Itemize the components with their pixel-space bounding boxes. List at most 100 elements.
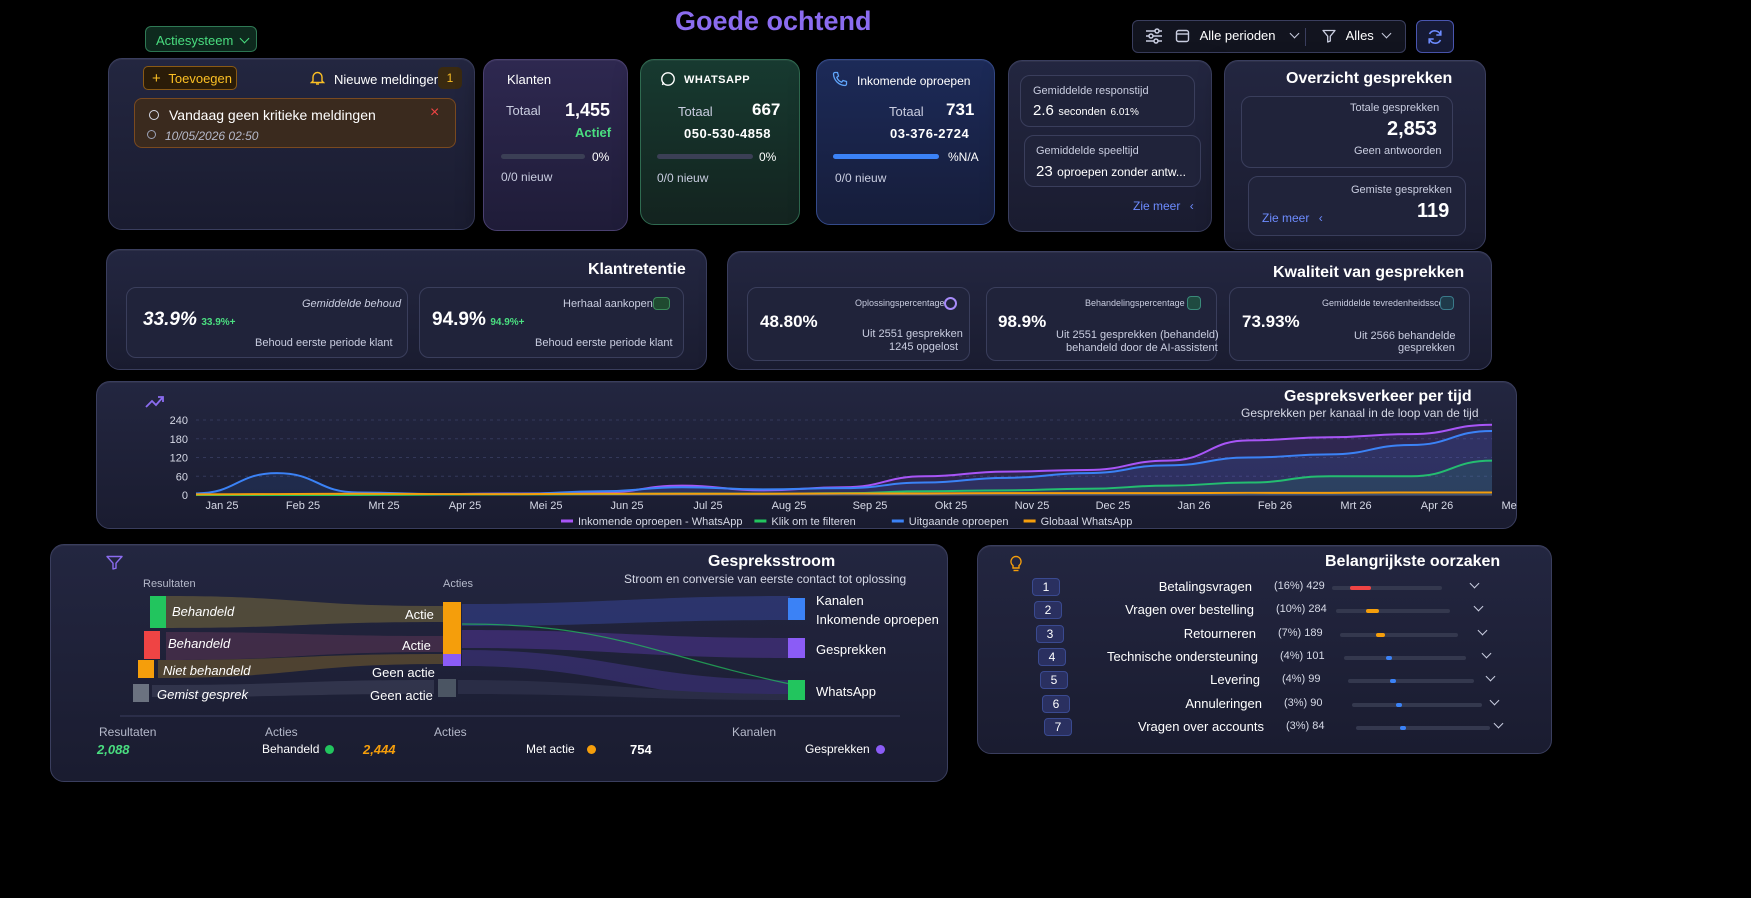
see-more-label: Zie meer: [1262, 211, 1310, 225]
see-more-link[interactable]: Zie meer ‹: [1133, 199, 1194, 213]
filter-dropdown[interactable]: Alles: [1322, 27, 1397, 47]
kpi-new-count: 0/0 nieuw: [835, 171, 887, 185]
series-line: [195, 491, 1492, 496]
cause-label: Annuleringen: [1185, 696, 1262, 711]
sankey-node: [443, 654, 461, 666]
sankey-link: [462, 596, 790, 626]
cause-stat: (3%) 90: [1284, 697, 1323, 709]
cause-bar-track: [1340, 633, 1458, 637]
funnel-icon: [106, 555, 123, 570]
period-dropdown[interactable]: Alle perioden: [1175, 27, 1300, 47]
close-icon[interactable]: ×: [430, 104, 440, 121]
footer-handled-value: 2,444: [363, 742, 396, 757]
chevron-down-icon[interactable]: [1493, 718, 1504, 729]
kpi-total-label: Totaal: [678, 104, 713, 119]
kpi-progress-fill: [833, 154, 939, 159]
cause-bar-fill: [1376, 633, 1385, 637]
kpi-status: Actief: [575, 125, 612, 140]
cause-row[interactable]: 4 Technische ondersteuning (4%) 101: [1038, 648, 1502, 668]
x-tick-label: Jun 25: [610, 500, 643, 512]
add-button[interactable]: + Toevoegen: [143, 66, 237, 90]
kpi-card-customers[interactable]: [483, 59, 628, 231]
kpi-percent: 0%: [592, 150, 610, 164]
kpi-percent: %N/A: [948, 150, 979, 164]
sankey-link: [152, 680, 434, 697]
action-system-label: Actiesysteem: [156, 33, 234, 48]
kpi-progress-track: [833, 154, 939, 159]
notification-timestamp: 10/05/2026 02:50: [165, 129, 259, 143]
kpi-phone: 03-376-2724: [890, 126, 970, 141]
clock-icon: [147, 130, 156, 139]
footer-with-action-label: Met actie: [526, 742, 575, 756]
cause-bar-track: [1332, 586, 1442, 590]
traffic-card: [96, 381, 1517, 529]
kpi-total-label: Totaal: [889, 104, 924, 119]
retention-title: Klantretentie: [588, 261, 686, 278]
x-tick-label: Feb 25: [286, 500, 320, 512]
cause-stat: (10%) 284: [1276, 603, 1327, 615]
cause-row[interactable]: 5 Levering (4%) 99: [1040, 671, 1502, 691]
x-tick-label: Mrt 25: [368, 500, 399, 512]
sankey-diagram: [120, 596, 900, 717]
see-more-link[interactable]: Zie meer ‹: [1262, 211, 1323, 225]
status-dot: [876, 745, 885, 754]
kpi-phone: 050-530-4858: [684, 126, 771, 141]
refresh-button[interactable]: [1416, 20, 1454, 53]
retention-delta: 94.9%+: [490, 317, 525, 328]
avg-response-delta: 6.01%: [1110, 107, 1139, 118]
chevron-down-icon[interactable]: [1473, 601, 1484, 612]
x-tick-label: Mei 25: [529, 500, 562, 512]
sankey-node: [788, 598, 805, 620]
avg-response-value-row: 2.6 seconden 6.01%: [1033, 102, 1139, 120]
y-tick-label: 0: [182, 490, 188, 502]
whatsapp-icon: [661, 72, 675, 86]
cause-stat: (4%) 101: [1280, 650, 1325, 662]
cause-label: Technische ondersteuning: [1106, 649, 1258, 664]
chevron-down-icon[interactable]: [1469, 578, 1480, 589]
chevron-down-icon[interactable]: [1489, 695, 1500, 706]
flow-result-label: Behandeld: [172, 604, 235, 619]
sliders-icon[interactable]: [1145, 28, 1163, 44]
cause-row[interactable]: 7 Vragen over accounts (3%) 84: [1044, 718, 1504, 738]
cause-bar-fill: [1350, 586, 1371, 590]
ai-icon: [1187, 296, 1201, 310]
footer-results-value: 2,088: [97, 742, 130, 757]
quality-desc: Uit 2551 gesprekken (behandeld): [1056, 329, 1219, 341]
cause-row[interactable]: 6 Annuleringen (3%) 90: [1042, 695, 1502, 715]
quality-desc: behandeld door de AI-assistent: [1066, 342, 1218, 354]
retention-value-row: 94.9% 94.9%+: [432, 309, 525, 331]
notification-item[interactable]: [134, 98, 456, 148]
cause-label: Retourneren: [1183, 626, 1256, 641]
cause-bar-fill: [1390, 679, 1396, 683]
flow-title: Gespreksstroom: [708, 553, 836, 570]
retention-delta: 33.9%+: [201, 317, 236, 328]
quality-desc: gesprekken: [1398, 342, 1455, 354]
cause-row[interactable]: 3 Retourneren (7%) 189: [1036, 625, 1502, 645]
kpi-card-whatsapp[interactable]: [640, 59, 800, 225]
sankey-node: [150, 596, 166, 628]
cause-bar-track: [1336, 609, 1450, 613]
x-tick-label: Mei 26: [1501, 500, 1517, 512]
kpi-card-incoming-calls[interactable]: [816, 59, 995, 225]
trend-up-icon: [145, 396, 164, 408]
sankey-links: [152, 596, 790, 700]
footer-channels-label: Kanalen: [732, 725, 777, 739]
x-tick-label: Apr 26: [1421, 500, 1453, 512]
series-area: [196, 424, 1492, 495]
total-conversations-box: [1241, 96, 1453, 168]
plus-icon: +: [152, 70, 161, 87]
quality-value: 98.9%: [998, 312, 1047, 331]
cause-bar-track: [1352, 703, 1482, 707]
x-tick-label: Mrt 26: [1340, 500, 1371, 512]
causes-title: Belangrijkste oorzaken: [1325, 553, 1501, 570]
chevron-down-icon[interactable]: [1485, 671, 1496, 682]
footer-handled-label: Behandeld: [262, 742, 320, 756]
add-label: Toevoegen: [168, 71, 233, 86]
action-system-dropdown[interactable]: Actiesysteem: [145, 26, 257, 52]
cause-bar-fill: [1400, 726, 1406, 730]
flow-action-label: Actie: [405, 607, 434, 622]
cause-row[interactable]: 1 Betalingsvragen (16%) 429: [1032, 578, 1502, 598]
chevron-down-icon[interactable]: [1477, 625, 1488, 636]
cause-row[interactable]: 2 Vragen over bestelling (10%) 284: [1034, 601, 1502, 621]
chevron-down-icon[interactable]: [1481, 648, 1492, 659]
